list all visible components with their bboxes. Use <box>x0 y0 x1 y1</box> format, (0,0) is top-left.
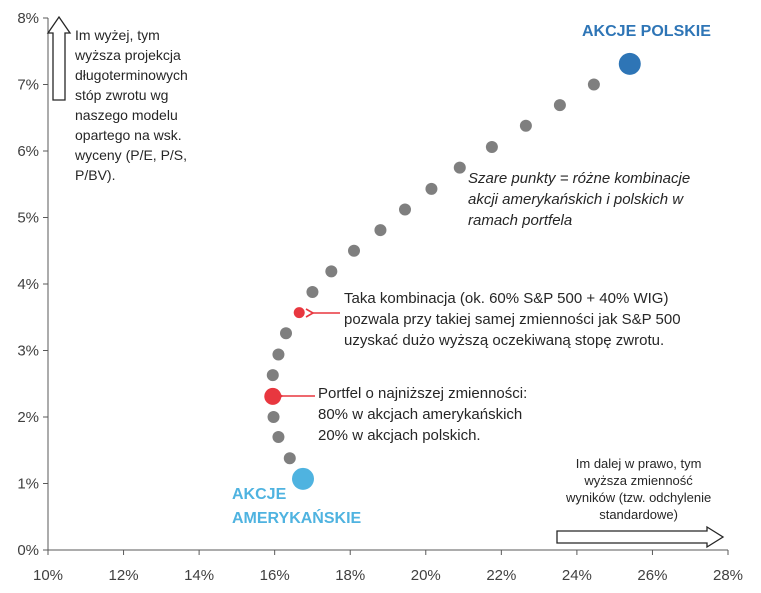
grey-point <box>553 99 566 112</box>
combination-note-line: uzyskać dużo wyższą oczekiwaną stopę zwr… <box>344 332 665 349</box>
grey-points-note-line: ramach portfela <box>468 212 573 229</box>
min-vol-note-line: Portfel o najniższej zmienności: <box>318 385 528 402</box>
up-arrow-note-line: naszego modelu <box>75 107 178 123</box>
y-tick-label: 4% <box>17 276 39 293</box>
right-arrow-note-line: wyższa zmienność <box>584 473 693 488</box>
label-american-line: AMERYKAŃSKIE <box>232 510 362 527</box>
y-tick-label: 3% <box>17 343 39 360</box>
data-points <box>264 52 641 490</box>
grey-point <box>306 285 319 298</box>
x-tick-label: 28% <box>713 567 743 584</box>
combination-point <box>293 307 305 319</box>
grey-point <box>374 224 387 237</box>
right-arrow-note-line: Im dalej w prawo, tym <box>575 456 702 471</box>
polish-stocks-point <box>618 52 641 75</box>
x-tick-label: 10% <box>33 567 63 584</box>
up-arrow-note-line: Im wyżej, tym <box>75 27 160 43</box>
up-arrow-note-line: stóp zwrotu wg <box>75 87 169 103</box>
american-stocks-point <box>292 467 314 490</box>
grey-point <box>267 411 280 423</box>
up-arrow-note-line: P/BV). <box>75 167 116 183</box>
right-arrow-icon <box>556 525 725 549</box>
ticks <box>43 17 729 555</box>
grey-point <box>272 348 285 361</box>
right-arrow-note: Im dalej w prawo, tym wyższa zmienność w… <box>566 455 711 523</box>
grey-point <box>485 141 498 154</box>
combination-note: Taka kombinacja (ok. 60% S&P 500 + 40% W… <box>344 288 681 351</box>
x-tick-label: 16% <box>260 567 290 584</box>
up-arrow-note-line: opartego na wsk. <box>75 127 182 143</box>
x-tick-label: 12% <box>109 567 139 584</box>
y-tick-label: 6% <box>17 143 39 160</box>
min-vol-point <box>264 387 282 405</box>
up-arrow-icon <box>46 15 72 101</box>
grey-point <box>348 244 360 257</box>
grey-point <box>266 369 279 382</box>
x-tick-label: 20% <box>411 567 441 584</box>
right-arrow-note-line: standardowe) <box>599 507 678 522</box>
x-tick-label: 14% <box>184 567 214 584</box>
y-tick-label: 8% <box>17 10 39 27</box>
label-american-stocks: AKCJE AMERYKAŃSKIE <box>232 483 361 531</box>
y-tick-label: 0% <box>17 542 39 559</box>
grey-point <box>453 161 466 174</box>
x-tick-label: 24% <box>562 567 592 584</box>
grey-point <box>587 78 600 91</box>
combination-note-line: Taka kombinacja (ok. 60% S&P 500 + 40% W… <box>344 290 669 307</box>
y-tick-label: 7% <box>17 77 39 94</box>
grey-point <box>425 182 438 195</box>
combination-note-line: pozwala przy takiej samej zmienności jak… <box>344 311 681 328</box>
min-vol-note-line: 80% w akcjach amerykańskich <box>318 406 523 423</box>
min-vol-note: Portfel o najniższej zmienności: 80% w a… <box>318 383 527 446</box>
x-tick-label: 26% <box>637 567 667 584</box>
grey-points-note-line: akcji amerykańskich i polskich w <box>468 191 684 208</box>
up-arrow-note-line: wyceny (P/E, P/S, <box>75 147 188 163</box>
up-arrow-note-line: długoterminowych <box>75 67 188 83</box>
min-vol-note-line: 20% w akcjach polskich. <box>318 427 481 444</box>
label-polish-stocks: AKCJE POLSKIE <box>582 23 711 40</box>
grey-point <box>519 119 532 132</box>
grey-point <box>272 430 285 443</box>
grey-points-note-line: Szare punkty = różne kombinacje <box>468 170 691 187</box>
right-arrow-note-line: wyników (tzw. odchylenie <box>566 490 712 505</box>
label-american-line: AKCJE <box>232 486 287 503</box>
grey-point <box>399 203 411 216</box>
x-tick-label: 18% <box>335 567 365 584</box>
y-tick-label: 1% <box>17 476 39 493</box>
y-tick-label: 2% <box>17 409 39 426</box>
y-tick-label: 5% <box>17 210 39 227</box>
grey-point <box>283 452 296 465</box>
grey-point <box>280 327 292 340</box>
x-tick-label: 22% <box>486 567 516 584</box>
grey-point <box>325 265 338 278</box>
tick-labels: 0% 1% 2% 3% 4% 5% 6% 7% 8% 10% 12% 14% 16% 18% 20% 22% 2… <box>17 10 743 584</box>
grey-points-note: Szare punkty = różne kombinacje akcji am… <box>468 168 690 231</box>
up-arrow-note-line: wyższa projekcja <box>75 47 181 63</box>
up-arrow-note: Im wyżej, tym wyższa projekcja długoterm… <box>75 25 188 185</box>
